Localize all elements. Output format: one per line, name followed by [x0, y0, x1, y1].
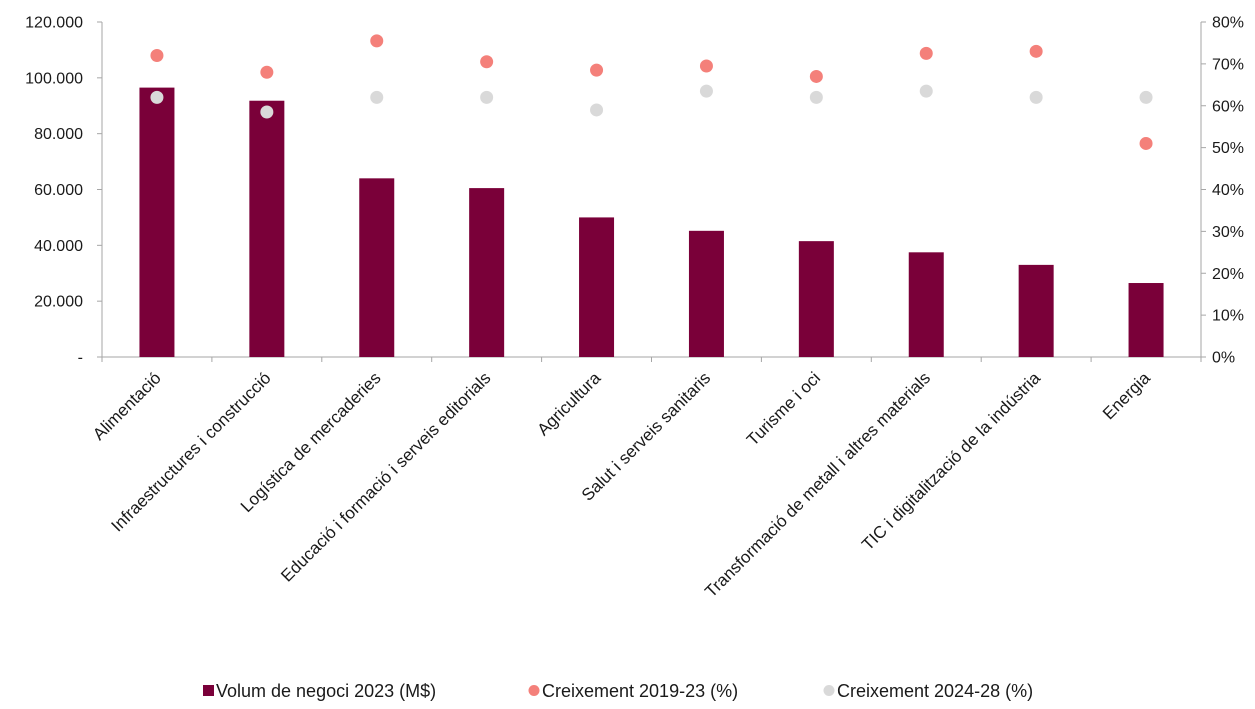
left-axis-tick-label: 120.000 [25, 15, 83, 32]
bar [359, 178, 395, 357]
left-axis-tick-label: 20.000 [34, 294, 83, 311]
right-axis-tick-label: 50% [1212, 140, 1244, 157]
legend-label: Creixement 2024-28 (%) [837, 681, 1033, 701]
data-point [699, 84, 713, 98]
data-point [1139, 136, 1153, 150]
axes: - 20.000 40.000 60.000 80.000 100.000 120.000 0… [25, 15, 1244, 367]
bar [1018, 264, 1054, 357]
right-axis-tick-label: 30% [1212, 224, 1244, 241]
bar-series [139, 87, 1164, 358]
legend-label: Creixement 2019-23 (%) [542, 681, 738, 701]
data-point [260, 105, 274, 119]
data-point [919, 84, 933, 98]
category-label: Alimentació [89, 368, 165, 444]
data-point [1029, 44, 1043, 58]
data-point [480, 55, 494, 69]
category-label: Salut i serveis sanitaris [578, 368, 714, 504]
bar [469, 188, 505, 357]
bar [249, 100, 285, 357]
left-axis-tick-label: 100.000 [25, 70, 83, 87]
right-axis-tick-label: 0% [1212, 350, 1235, 367]
right-axis-tick-label: 70% [1212, 56, 1244, 73]
data-point [1139, 90, 1153, 104]
data-point [809, 90, 823, 104]
left-axis-tick-label: 40.000 [34, 238, 83, 255]
legend-marker [528, 685, 540, 696]
data-point [370, 90, 384, 104]
data-point [370, 34, 384, 48]
bar [908, 252, 944, 357]
data-point [590, 103, 604, 117]
category-label: Agricultura [533, 368, 604, 439]
data-point [150, 90, 164, 104]
bar [798, 241, 834, 357]
data-point [809, 69, 823, 83]
data-point [260, 65, 274, 79]
category-label: Transformació de metall i altres materia… [701, 368, 934, 601]
category-label: TIC i digitalització de la indústria [858, 368, 1044, 554]
bar [688, 230, 724, 357]
category-label: Educació i formació i serveis editorials [277, 368, 494, 585]
left-axis-tick-label: - [78, 350, 83, 367]
data-point [919, 46, 933, 60]
left-axis-tick-label: 60.000 [34, 182, 83, 199]
data-point [150, 49, 164, 62]
legend-label: Volum de negoci 2023 (M$) [216, 681, 436, 701]
legend-marker [203, 685, 214, 696]
category-label: Energia [1099, 368, 1154, 423]
right-axis-tick-label: 80% [1212, 15, 1244, 32]
right-axis-tick-label: 40% [1212, 182, 1244, 199]
right-axis-tick-label: 60% [1212, 98, 1244, 115]
right-axis-tick-label: 20% [1212, 266, 1244, 283]
point-series [150, 34, 1153, 150]
bar [139, 87, 175, 358]
data-point [699, 59, 713, 73]
bar [579, 217, 615, 357]
bar [1128, 283, 1164, 357]
data-point [590, 63, 604, 77]
legend-marker [823, 685, 835, 696]
left-axis-tick-label: 80.000 [34, 126, 83, 143]
legend: Volum de negoci 2023 (M$) Creixement 2019… [203, 681, 1033, 701]
category-label: Turisme i oci [743, 368, 824, 449]
data-point [1029, 90, 1043, 104]
right-axis-tick-label: 10% [1212, 308, 1244, 325]
data-point [480, 90, 494, 104]
